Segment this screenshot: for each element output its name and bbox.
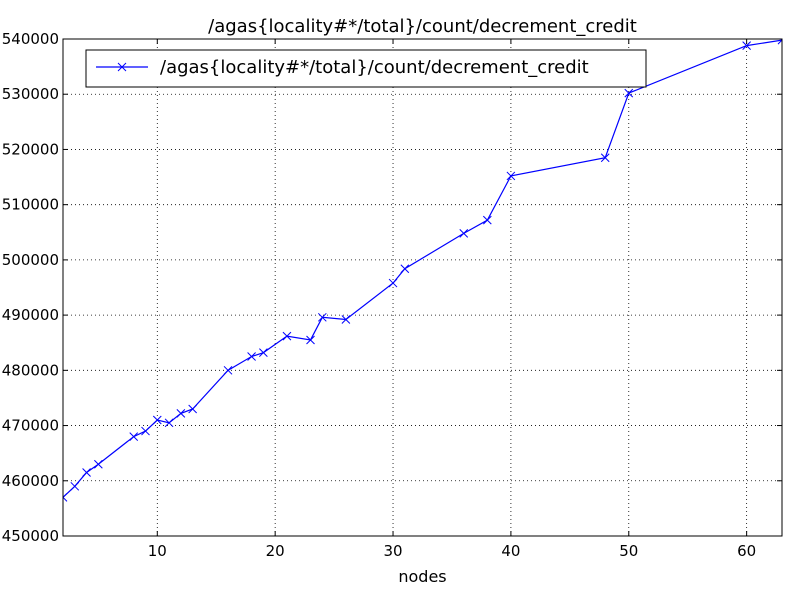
- data-point: [482, 215, 492, 225]
- marker-stroke: [223, 365, 233, 375]
- legend: /agas{locality#*/total}/count/decrement_…: [85, 49, 647, 88]
- data-point: [63, 492, 68, 502]
- marker-stroke: [777, 39, 782, 45]
- data-point: [70, 481, 80, 491]
- marker-stroke: [188, 404, 198, 414]
- y-tick-label: 480000: [2, 361, 59, 379]
- marker-stroke: [176, 409, 186, 418]
- x-tick-label: 20: [266, 542, 285, 560]
- marker-stroke: [400, 264, 410, 274]
- marker-stroke: [70, 481, 80, 491]
- y-tick-label: 510000: [2, 196, 59, 214]
- grid-lines: [63, 39, 782, 536]
- data-point: [223, 365, 233, 375]
- data-point: [141, 426, 150, 436]
- data-point: [176, 409, 186, 418]
- marker-stroke: [742, 41, 751, 50]
- legend-box: [85, 49, 647, 88]
- marker-stroke: [306, 335, 315, 345]
- marker-stroke: [164, 418, 174, 428]
- data-point: [341, 315, 351, 324]
- y-tick-label: 540000: [2, 30, 59, 48]
- marker-stroke: [247, 352, 256, 361]
- marker-stroke: [117, 62, 127, 72]
- data-point: [82, 468, 91, 477]
- x-tick-label: 30: [383, 542, 402, 560]
- data-point: [129, 432, 139, 441]
- x-tick-label: 60: [737, 542, 756, 560]
- marker-stroke: [94, 459, 103, 469]
- data-point: [164, 418, 174, 428]
- data-point: [400, 264, 410, 274]
- chart-title: /agas{locality#*/total}/count/decrement_…: [208, 16, 637, 37]
- data-point: [388, 278, 398, 288]
- legend-marker-x: [117, 62, 127, 72]
- x-tick-label: 10: [148, 542, 167, 560]
- data-point: [152, 415, 162, 425]
- x-tick-label: 50: [619, 542, 638, 560]
- plot-frame: [62, 38, 783, 537]
- marker-stroke: [388, 278, 398, 288]
- y-tick-label: 520000: [2, 140, 59, 158]
- marker-stroke: [63, 492, 68, 499]
- data-point: [247, 352, 256, 361]
- y-tick-label: 470000: [2, 417, 59, 435]
- marker-stroke: [259, 348, 268, 358]
- x-tick-label: 40: [501, 542, 520, 560]
- y-tick-label: 450000: [2, 527, 59, 545]
- data-point: [624, 88, 634, 98]
- marker-stroke: [506, 171, 516, 181]
- marker-stroke: [82, 468, 91, 477]
- marker-stroke: [63, 496, 68, 502]
- series-line: [63, 39, 782, 498]
- series-layer: [63, 39, 782, 502]
- marker-stroke: [459, 229, 469, 238]
- data-point: [317, 312, 327, 322]
- data-point: [742, 41, 751, 50]
- data-point: [506, 171, 516, 181]
- y-tick-label: 530000: [2, 85, 59, 103]
- legend-marker-sample: [117, 62, 127, 72]
- marker-stroke: [152, 415, 162, 425]
- x-axis-label: nodes: [398, 567, 446, 586]
- marker-stroke: [624, 88, 634, 98]
- marker-stroke: [341, 315, 351, 324]
- data-point: [600, 153, 610, 163]
- marker-stroke: [129, 432, 139, 441]
- marker-stroke: [282, 331, 292, 341]
- marker-stroke: [482, 215, 492, 225]
- data-point: [94, 459, 103, 469]
- data-point: [259, 348, 268, 358]
- y-tick-label: 500000: [2, 251, 59, 269]
- marker-stroke: [600, 153, 610, 163]
- y-tick-label: 460000: [2, 472, 59, 490]
- data-point: [306, 335, 315, 345]
- marker-stroke: [317, 312, 327, 322]
- legend-label: /agas{locality#*/total}/count/decrement_…: [160, 57, 589, 78]
- data-point: [777, 39, 782, 45]
- data-point: [188, 404, 198, 414]
- data-point: [459, 229, 469, 238]
- axis-ticks: 10 20 30 40 50 60 450000 460000 470000 480000 4900…: [2, 30, 782, 560]
- y-tick-label: 490000: [2, 306, 59, 324]
- marker-stroke: [141, 426, 150, 436]
- data-point: [282, 331, 292, 341]
